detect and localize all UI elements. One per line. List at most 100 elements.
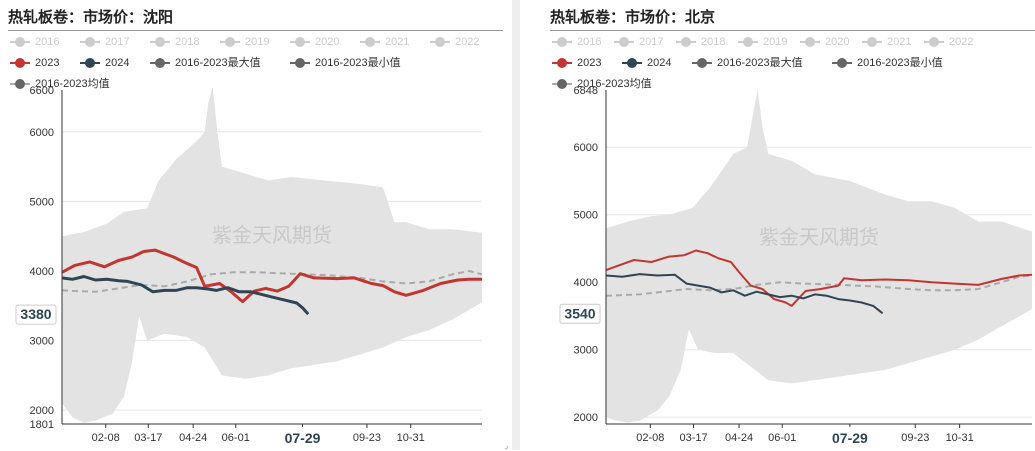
legend-label: 2021 — [887, 36, 912, 48]
series-line-2016-2023均值[interactable] — [605, 274, 1033, 297]
legend-dot-icon — [85, 58, 95, 68]
legend-dot-icon — [155, 37, 165, 47]
legend-label: 2019 — [763, 36, 788, 48]
x-tick-label: 09-23 — [901, 432, 929, 444]
legend-label: 2016-2023均值 — [35, 78, 110, 90]
max-min-band — [606, 89, 1032, 423]
legend-dot-icon — [15, 79, 25, 89]
x-tick-label: 02-08 — [92, 432, 120, 444]
legend-dot-icon — [929, 37, 939, 47]
chart-title: 热轧板卷：市场价：沈阳 — [8, 8, 174, 26]
chart-panel-beijing: 热轧板卷：市场价：北京 2016 2017 2018 2019 2020 2021 2022… — [540, 0, 1035, 450]
x-tick-label: 10-31 — [397, 432, 425, 444]
legend-label: 2020 — [315, 36, 340, 48]
legend-dot-icon — [557, 79, 567, 89]
x-tick-label: 03-17 — [679, 432, 707, 444]
x-tick-label: 06-01 — [768, 432, 796, 444]
y-max-label: 6848 — [574, 85, 598, 97]
legend-dot-icon — [627, 58, 637, 68]
legend-dot-icon — [435, 37, 445, 47]
x-tick-label: 03-17 — [134, 432, 162, 444]
series-line-2023[interactable] — [61, 248, 482, 304]
watermark-text: 紫金天风期货 — [759, 225, 879, 249]
resize-corner-icon: ⌟ — [504, 440, 509, 450]
y-tick-label: 5000 — [30, 196, 54, 208]
x-tick-label: 09-23 — [353, 432, 381, 444]
legend-dot-icon — [805, 37, 815, 47]
legend-label: 2016-2023最大值 — [175, 57, 261, 69]
y-min-label: 1801 — [30, 419, 54, 431]
cursor-x-label-box — [823, 427, 876, 447]
legend-dot-icon — [15, 37, 25, 47]
legend-dot-icon — [697, 58, 707, 68]
legend-label: 2020 — [825, 36, 850, 48]
title-underline — [550, 30, 1035, 31]
series-line-2023[interactable] — [605, 249, 1033, 307]
legend-label: 2017 — [105, 36, 130, 48]
legend-dot-icon — [15, 58, 25, 68]
series-line-2016-2023均值[interactable] — [61, 270, 483, 293]
legend-dot-icon — [155, 58, 165, 68]
legend-label: 2023 — [35, 57, 60, 69]
legend-label: 2018 — [175, 36, 200, 48]
legend-dot-icon — [225, 37, 235, 47]
x-tick-label: 04-24 — [179, 432, 207, 444]
x-tick-label: 10-31 — [946, 432, 974, 444]
legend-label: 2016-2023均值 — [577, 78, 652, 90]
legend-dot-icon — [743, 37, 753, 47]
chart-plot: 2000 3000 4000 5000 6000 6600 1801 紫金天风期货 02-08 0… — [15, 85, 483, 447]
y-tick-label: 4000 — [574, 277, 598, 289]
legend-label: 2016-2023最小值 — [857, 57, 943, 69]
legend-label: 2016-2023最小值 — [315, 57, 401, 69]
x-tick-label: 04-24 — [725, 432, 753, 444]
x-tick-label: 02-08 — [636, 432, 664, 444]
cursor-y-label: 3380 — [20, 306, 51, 322]
cursor-y-label: 3540 — [564, 305, 595, 321]
legend-dot-icon — [557, 58, 567, 68]
max-min-band — [62, 86, 482, 423]
legend-label: 2024 — [647, 57, 672, 69]
y-max-label: 6600 — [30, 85, 54, 97]
legend-dot-icon — [837, 58, 847, 68]
legend-label: 2022 — [455, 36, 480, 48]
legend-dot-icon — [85, 37, 95, 47]
chart-title: 热轧板卷：市场价：北京 — [550, 8, 716, 26]
watermark-text: 紫金天风期货 — [212, 223, 332, 247]
x-tick-label: 06-01 — [222, 432, 250, 444]
legend-label: 2022 — [949, 36, 974, 48]
legend-label: 2023 — [577, 57, 602, 69]
legend-dot-icon — [557, 37, 567, 47]
y-tick-label: 6000 — [574, 142, 598, 154]
cursor-y-label-box — [15, 304, 57, 325]
legend-label: 2016 — [35, 36, 60, 48]
series-line-2024[interactable] — [61, 275, 310, 316]
legend-dot-icon — [867, 37, 877, 47]
legend-label: 2021 — [385, 36, 410, 48]
series-line-2024[interactable] — [605, 273, 884, 315]
legend-dot-icon — [681, 37, 691, 47]
y-tick-label: 4000 — [30, 266, 54, 278]
chart-plot: 2000 3000 4000 5000 6000 6848 紫金天风期货 02-08 03-17… — [559, 85, 1033, 447]
legend-dot-icon — [619, 37, 629, 47]
legend-label: 2017 — [639, 36, 664, 48]
y-tick-label: 3000 — [574, 345, 598, 357]
cursor-y-label-box — [559, 303, 601, 324]
y-tick-label: 6000 — [30, 127, 54, 139]
legend-dot-icon — [295, 37, 305, 47]
chart-panel-shenyang: 热轧板卷：市场价：沈阳 2016 2017 2018 2019 2020 2021 2022… — [0, 0, 505, 450]
legend-label: 2024 — [105, 57, 130, 69]
cursor-x-label-box — [276, 427, 329, 447]
cursor-x-label: 07-29 — [285, 430, 321, 446]
cursor-x-label: 07-29 — [832, 430, 868, 446]
title-underline — [8, 30, 503, 31]
legend-dot-icon — [365, 37, 375, 47]
legend-label: 2018 — [701, 36, 726, 48]
legend-label: 2016 — [577, 36, 602, 48]
y-tick-label: 2000 — [574, 412, 598, 424]
legend-dot-icon — [295, 58, 305, 68]
panel-divider — [512, 0, 520, 450]
y-tick-label: 2000 — [30, 405, 54, 417]
legend-label: 2016-2023最大值 — [717, 57, 803, 69]
y-tick-label: 3000 — [30, 336, 54, 348]
legend-label: 2019 — [245, 36, 270, 48]
